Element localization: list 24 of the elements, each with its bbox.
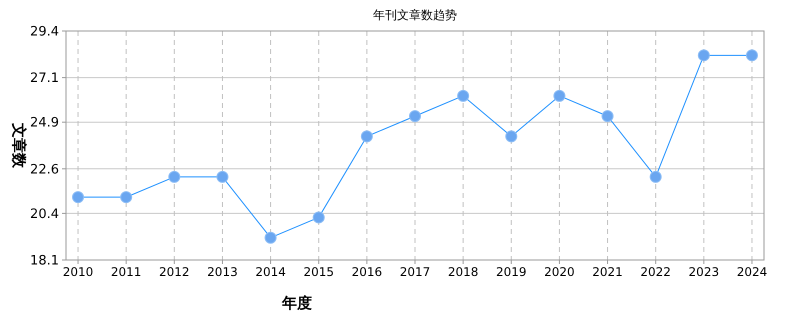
y-tick-label: 27.1 bbox=[30, 71, 59, 86]
y-axis-title: 文章数 bbox=[10, 122, 28, 169]
x-tick-label: 2019 bbox=[496, 265, 527, 279]
x-tick-label: 2012 bbox=[159, 265, 190, 279]
x-tick-label: 2024 bbox=[736, 265, 768, 279]
y-tick-label: 22.6 bbox=[30, 162, 59, 178]
x-tick-label: 2018 bbox=[448, 265, 478, 279]
x-tick-label: 2013 bbox=[207, 265, 238, 279]
x-tick-label: 2020 bbox=[544, 265, 575, 279]
x-tick-label: 2010 bbox=[62, 265, 94, 279]
x-tick-label: 2014 bbox=[255, 265, 286, 279]
x-tick-label: 2022 bbox=[640, 265, 671, 279]
x-tick-label: 2017 bbox=[400, 265, 430, 279]
y-tick-label: 29.4 bbox=[30, 24, 59, 40]
x-tick-label: 2021 bbox=[592, 265, 623, 279]
x-tick-label: 2023 bbox=[688, 265, 720, 279]
chart-title: 年刊文章数趋势 bbox=[373, 8, 457, 22]
x-tick-label: 2011 bbox=[110, 265, 142, 279]
x-tick-label: 2016 bbox=[352, 265, 382, 279]
y-tick-label: 20.4 bbox=[30, 206, 59, 222]
x-tick-label: 2015 bbox=[303, 265, 334, 279]
y-tick-label: 24.9 bbox=[30, 116, 59, 131]
x-axis-title: 年度 bbox=[281, 294, 312, 312]
y-tick-label: 18.1 bbox=[30, 254, 59, 269]
